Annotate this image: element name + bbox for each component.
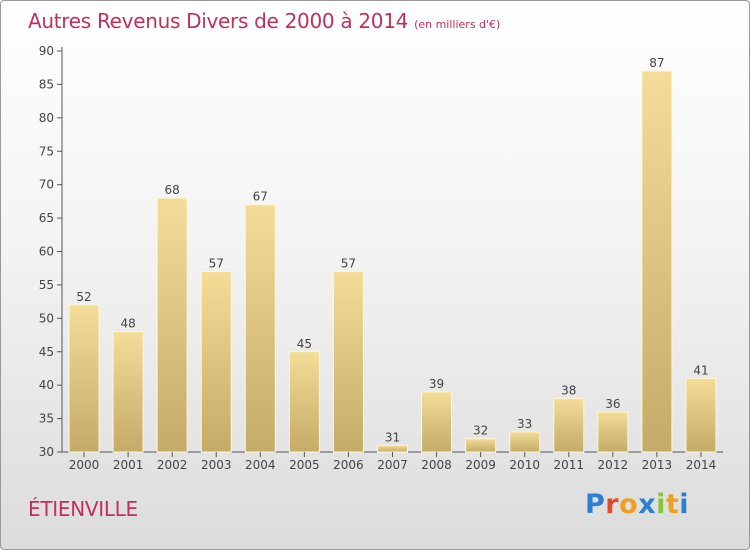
- y-tick-label: 55: [39, 278, 54, 292]
- logo-letter: t: [665, 489, 680, 520]
- bar-2013: [641, 70, 673, 453]
- data-label-2005: 45: [297, 337, 312, 351]
- bar-2012: [597, 411, 629, 453]
- data-label-2002: 68: [165, 183, 180, 197]
- bar-2010: [509, 431, 541, 453]
- x-tick-label-2009: 2009: [465, 458, 496, 472]
- y-tick-label: 75: [39, 144, 54, 158]
- x-tick-label-2012: 2012: [598, 458, 629, 472]
- x-tick-label-2005: 2005: [289, 458, 320, 472]
- logo-letter: i: [679, 489, 690, 520]
- y-tick-label: 60: [39, 245, 54, 259]
- bar-2011: [553, 398, 585, 453]
- chart-unit: (en milliers d'€): [414, 18, 501, 31]
- bar-2000: [68, 304, 100, 453]
- x-tick-label-2003: 2003: [201, 458, 232, 472]
- x-tick-label-2013: 2013: [642, 458, 673, 472]
- bar-2002: [156, 197, 188, 453]
- commune-name: ÉTIENVILLE: [28, 497, 138, 521]
- data-label-2007: 31: [385, 430, 400, 444]
- y-tick-label: 40: [39, 378, 54, 392]
- chart-title-text: Autres Revenus Divers de 2000 à 2014: [28, 9, 409, 33]
- bar-2007: [377, 444, 408, 453]
- y-tick-label: 35: [39, 412, 54, 426]
- x-tick-label-2014: 2014: [686, 458, 717, 472]
- bar-2001: [112, 331, 144, 453]
- logo-letter: i: [656, 489, 666, 520]
- x-tick-label-2006: 2006: [333, 458, 364, 472]
- x-tick-label-2000: 2000: [69, 458, 100, 472]
- data-label-2009: 32: [473, 424, 488, 438]
- data-label-2010: 33: [517, 417, 532, 431]
- y-tick-label: 50: [39, 311, 54, 325]
- bar-2008: [421, 391, 453, 453]
- data-label-2004: 67: [253, 190, 268, 204]
- chart-title: Autres Revenus Divers de 2000 à 2014 (en …: [28, 9, 500, 33]
- data-label-2011: 38: [561, 384, 576, 398]
- logo-letter: x: [638, 489, 657, 520]
- x-tick-label-2011: 2011: [553, 458, 584, 472]
- bar-2009: [465, 438, 497, 453]
- bar-2003: [200, 271, 232, 453]
- proxiti-logo[interactable]: Proxiti: [585, 489, 689, 520]
- bar-2004: [244, 204, 276, 453]
- logo-letter: o: [619, 489, 639, 520]
- bar-2005: [288, 351, 320, 453]
- data-label-2001: 48: [120, 317, 135, 331]
- x-tick-label-2008: 2008: [421, 458, 452, 472]
- x-tick-label-2001: 2001: [113, 458, 144, 472]
- logo-letter: P: [585, 489, 606, 520]
- x-tick-label-2007: 2007: [377, 458, 408, 472]
- y-tick-label: 30: [39, 445, 54, 459]
- y-tick-label: 85: [39, 77, 54, 91]
- x-tick-label-2004: 2004: [245, 458, 276, 472]
- y-tick-label: 45: [39, 345, 54, 359]
- data-label-2008: 39: [429, 377, 444, 391]
- logo-letter: r: [605, 489, 620, 520]
- data-label-2013: 87: [649, 56, 664, 70]
- y-tick-label: 70: [39, 178, 54, 192]
- data-label-2003: 57: [209, 257, 224, 271]
- data-label-2014: 41: [693, 363, 708, 377]
- bar-2014: [685, 377, 717, 453]
- data-label-2012: 36: [605, 397, 620, 411]
- bar-2006: [332, 271, 364, 453]
- y-tick-label: 80: [39, 111, 54, 125]
- y-tick-label: 65: [39, 211, 54, 225]
- x-tick-label-2002: 2002: [157, 458, 188, 472]
- data-label-2006: 57: [341, 257, 356, 271]
- x-tick-label-2010: 2010: [509, 458, 540, 472]
- data-label-2000: 52: [76, 290, 91, 304]
- y-tick-label: 90: [39, 44, 54, 58]
